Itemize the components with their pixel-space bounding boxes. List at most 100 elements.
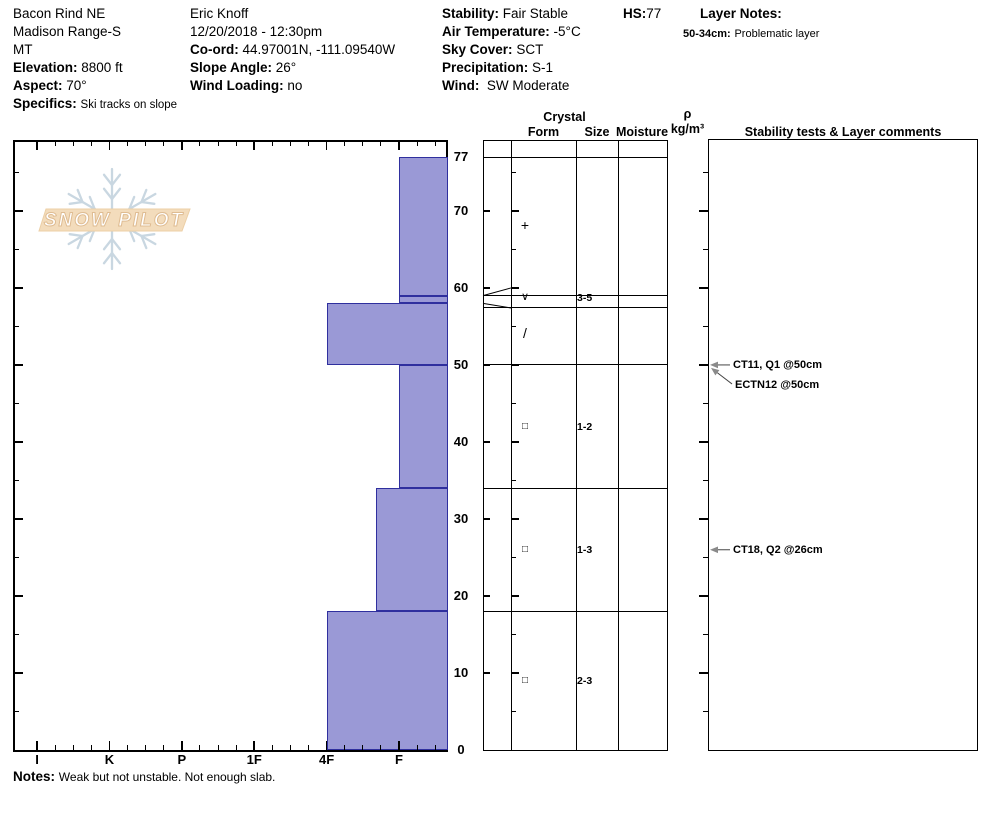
table-inner-minor-tick [512,248,516,250]
x-minor-tick-top [72,142,74,146]
table-inner-major-tick [512,672,519,674]
observation-coords: Co-ord: 44.97001N, -111.09540W [190,42,396,57]
comments-minor-tick [703,556,708,558]
y-major-tick [15,595,23,597]
x-major-tick-bottom [181,741,183,750]
snowflake-arm [88,195,96,211]
y-major-tick [15,210,23,212]
site-aspect: Aspect: 70° [13,78,87,93]
table-row-line [483,295,668,297]
layer-bar [399,157,448,296]
grain-size-value: 1-3 [577,543,593,556]
snowflake-arm [140,188,148,204]
x-minor-tick-bottom [163,745,165,750]
y-minor-tick [15,325,19,327]
x-minor-tick-top [308,142,309,146]
comments-major-tick [699,210,708,212]
x-major-tick-bottom [398,741,400,750]
x-major-tick-top [108,142,111,150]
table-inner-minor-tick [512,171,516,173]
x-minor-tick-top [380,142,382,146]
table-row-line [483,610,668,612]
density-rho-header: ρ [683,107,692,121]
snowflake-arm [68,200,84,205]
x-major-tick-top [36,142,38,150]
comments-box [708,139,978,751]
comments-minor-tick [703,633,708,635]
table-row-line [483,307,668,309]
x-major-tick-bottom [253,741,255,750]
moisture-header: Moisture [615,125,669,139]
table-column-line [618,140,619,751]
x-minor-tick-top [199,142,201,146]
x-minor-tick-top [235,142,237,146]
comments-header: Stability tests & Layer comments [744,125,942,139]
grain-size-value: 3-5 [577,291,593,304]
table-inner-minor-tick [512,633,516,635]
layer-table [483,140,668,751]
layer-bar [326,303,448,365]
x-major-tick-bottom [36,741,38,750]
x-major-tick-top [398,142,400,150]
comments-major-tick [699,518,708,520]
comments-major-tick [699,441,708,443]
stability-test-label: CT18, Q2 @26cm [733,543,823,556]
x-minor-tick-bottom [380,745,382,750]
table-column-line [511,140,512,751]
x-minor-tick-bottom [217,745,219,750]
comments-minor-tick [703,479,708,481]
form-header: Form [527,125,560,139]
table-row-line [483,364,668,366]
table-inner-major-tick [512,210,519,212]
stability-rating: Stability: Fair Stable [442,6,569,21]
table-inner-major-tick [512,441,519,443]
notes-line: Notes: Weak but not unstable. Not enough… [13,769,276,784]
x-minor-tick-top [271,142,273,146]
x-axis-label: K [104,752,115,767]
layer-bar [326,611,448,750]
snowflake-arm [140,233,156,238]
x-minor-tick-top [145,142,147,146]
air-temperature: Air Temperature: -5°C [442,24,581,39]
logo-text: SNOW PILOT [44,210,184,231]
x-minor-tick-top [127,142,128,146]
snowflake-arm [110,173,122,187]
x-minor-tick-bottom [362,745,364,750]
x-minor-tick-top [289,142,291,146]
comments-major-tick [699,287,708,289]
layer-bar [376,488,448,612]
crystal-form-precipitation-particles: + [520,217,530,234]
x-major-tick-top [253,142,255,150]
x-minor-tick-top [344,142,346,146]
y-major-tick [15,672,23,674]
x-minor-tick-bottom [434,745,436,750]
y-minor-tick [15,402,19,404]
wind: Wind: SW Moderate [442,78,570,93]
layer-bar [399,295,448,304]
comments-major-tick [699,595,708,597]
table-left-tick [484,441,490,443]
table-inner-major-tick [512,364,519,366]
depth-axis-label: 70 [453,202,469,218]
y-major-tick [15,518,23,520]
sky-cover: Sky Cover: SCT [442,42,544,57]
comments-minor-tick [703,248,708,250]
table-left-tick [484,518,490,520]
y-minor-tick [15,710,19,712]
layer-notes-entry: 50-34cm: Problematic layer [683,28,820,40]
depth-axis-label: 10 [453,664,469,680]
table-column-line [576,140,577,751]
x-minor-tick-top [416,142,418,146]
table-row-line [483,156,668,158]
comments-minor-tick [703,402,708,404]
x-major-tick-bottom [108,741,111,750]
x-minor-tick-top [217,142,219,146]
snowflake-arm [102,173,114,187]
snowflake-arm [110,237,122,251]
logo-banner [38,208,191,232]
x-minor-tick-bottom [145,745,147,750]
y-minor-tick [15,633,19,635]
x-minor-tick-bottom [54,745,56,750]
x-minor-tick-bottom [289,745,291,750]
table-inner-minor-tick [512,556,516,558]
